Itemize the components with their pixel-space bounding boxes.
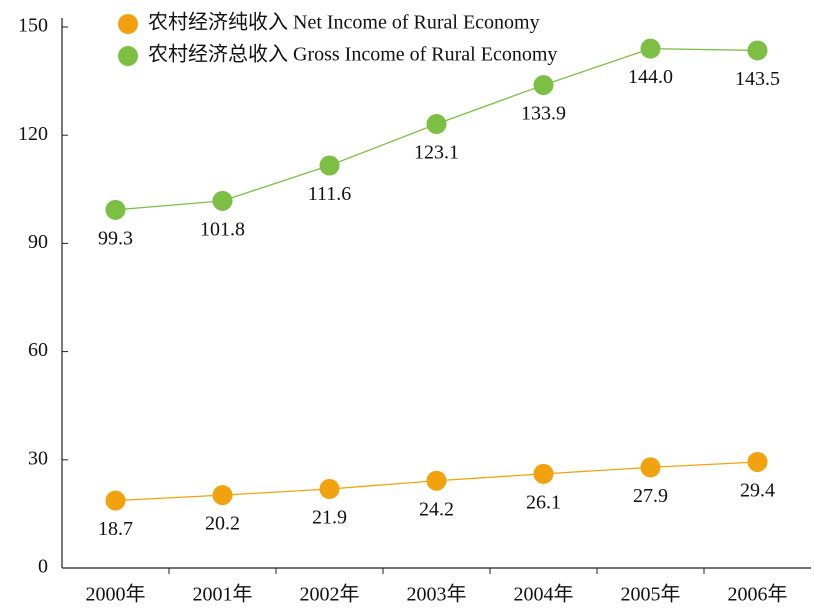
data-point (105, 199, 126, 220)
data-point (533, 75, 554, 96)
data-label: 133.9 (521, 103, 566, 125)
x-tick-label: 2006年 (728, 583, 788, 606)
data-point (747, 40, 768, 61)
data-label: 29.4 (740, 480, 775, 502)
y-tick-label: 0 (38, 556, 48, 578)
y-tick-label: 60 (28, 339, 48, 361)
data-point (747, 451, 768, 472)
legend-marker (118, 46, 138, 66)
y-tick-label: 90 (28, 231, 48, 253)
y-tick-label: 150 (18, 15, 48, 37)
data-label: 111.6 (308, 183, 352, 205)
data-point (426, 470, 447, 491)
data-label: 18.7 (98, 518, 133, 540)
data-point (533, 463, 554, 484)
data-point (640, 38, 661, 59)
y-tick-label: 30 (28, 447, 48, 469)
legend-marker (118, 14, 138, 34)
x-tick-label: 2003年 (407, 583, 467, 606)
data-label: 99.3 (98, 227, 133, 249)
legend-label: 农村经济纯收入 Net Income of Rural Economy (148, 11, 540, 34)
data-point (212, 485, 233, 506)
data-point (105, 490, 126, 511)
data-label: 143.5 (735, 68, 780, 90)
x-tick-label: 2004年 (514, 583, 574, 606)
data-label: 26.1 (526, 491, 561, 513)
data-label: 21.9 (312, 507, 347, 529)
x-tick-label: 2002年 (300, 583, 360, 606)
data-point (426, 114, 447, 135)
data-point (319, 479, 340, 500)
data-label: 27.9 (633, 485, 668, 507)
x-tick-label: 2000年 (86, 583, 146, 606)
data-point (640, 457, 661, 478)
x-tick-label: 2005年 (621, 583, 681, 606)
y-tick-label: 120 (18, 123, 48, 145)
x-tick-label: 2001年 (193, 583, 253, 606)
data-point (212, 190, 233, 211)
data-label: 144.0 (628, 66, 673, 88)
data-label: 101.8 (200, 218, 245, 240)
data-label: 24.2 (419, 498, 454, 520)
data-label: 123.1 (414, 142, 459, 164)
legend-label: 农村经济总收入 Gross Income of Rural Economy (148, 43, 557, 66)
data-label: 20.2 (205, 513, 240, 535)
data-point (319, 155, 340, 176)
